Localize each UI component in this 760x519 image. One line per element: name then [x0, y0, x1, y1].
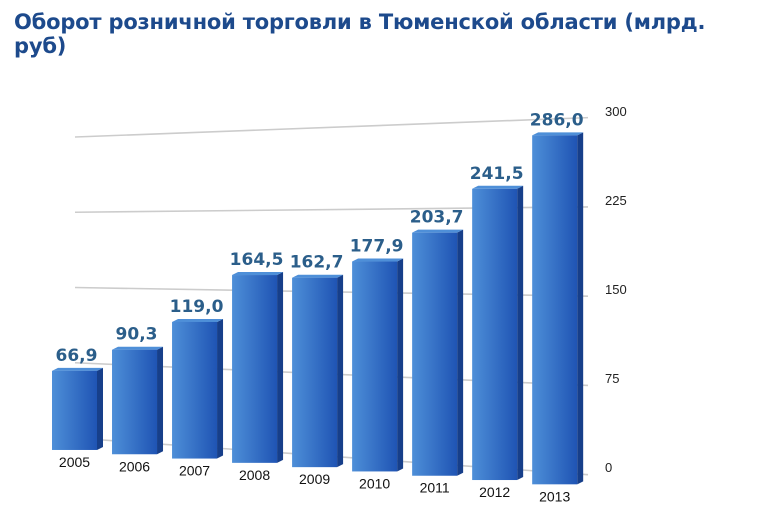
value-label: 66,9 [56, 346, 98, 366]
bar-side [277, 272, 284, 463]
category-label: 2011 [420, 480, 450, 496]
category-label: 2012 [479, 484, 510, 500]
bar-front [532, 135, 578, 485]
value-label: 162,7 [290, 253, 344, 273]
bar [292, 274, 344, 468]
chart-title: Оборот розничной торговли в Тюменской об… [14, 10, 706, 58]
bar-side [157, 346, 164, 455]
category-label: 2007 [179, 463, 210, 479]
bar-front [52, 370, 97, 450]
bar-top [532, 132, 584, 136]
bar-top [52, 367, 103, 371]
bar-front [412, 232, 458, 476]
bar-side [337, 274, 344, 468]
category-label: 2009 [299, 471, 330, 487]
bar-side [517, 185, 524, 481]
y-tick-label: 225 [605, 193, 627, 208]
bar-side [397, 258, 404, 472]
bar-side [457, 229, 464, 476]
y-tick-label: 0 [605, 460, 612, 475]
bar-side [577, 132, 584, 485]
value-label: 286,0 [530, 110, 584, 130]
bar [472, 185, 524, 481]
category-label: 2013 [539, 488, 570, 504]
bar [232, 272, 284, 463]
bar [52, 367, 103, 450]
bar [412, 229, 464, 476]
bar-front [472, 188, 518, 481]
bar-top [352, 258, 404, 262]
bar-side [217, 318, 224, 459]
category-label: 2010 [359, 475, 390, 491]
bar-top [232, 272, 284, 276]
bar [532, 132, 584, 485]
y-tick-label: 300 [605, 104, 627, 119]
bar-front [112, 349, 158, 455]
bar [172, 318, 224, 459]
y-tick-label: 75 [605, 371, 619, 386]
value-label: 203,7 [410, 208, 464, 228]
bar-front [352, 261, 398, 472]
bar-top [292, 274, 344, 278]
bar [352, 258, 404, 472]
bar [112, 346, 164, 455]
bar-front [292, 277, 338, 468]
x-axis-categories: 2005 2006 2007 2008 2009 2010 2011 2012 2013 [59, 454, 571, 504]
bar-top [172, 318, 224, 322]
bar-front [172, 321, 218, 459]
bar-top [112, 346, 164, 350]
category-label: 2005 [59, 454, 90, 470]
value-label: 164,5 [230, 250, 284, 270]
value-label: 90,3 [116, 325, 158, 345]
bars [52, 132, 584, 485]
value-label: 241,5 [470, 164, 524, 184]
bar-top [472, 185, 524, 189]
bar-side [97, 367, 103, 450]
value-label: 177,9 [350, 237, 404, 257]
bar-front [232, 275, 278, 463]
value-labels: 66,9 90,3 119,0 164,5 162,7 177,9 203,7 241,5 28… [56, 110, 584, 365]
y-axis-ticks: 0 75 150 225 300 [605, 104, 627, 475]
category-label: 2008 [239, 467, 270, 483]
y-tick-label: 150 [605, 282, 627, 297]
grid-line [74, 116, 589, 138]
bar-top [412, 229, 464, 233]
category-label: 2006 [119, 458, 150, 474]
value-label: 119,0 [170, 297, 224, 317]
